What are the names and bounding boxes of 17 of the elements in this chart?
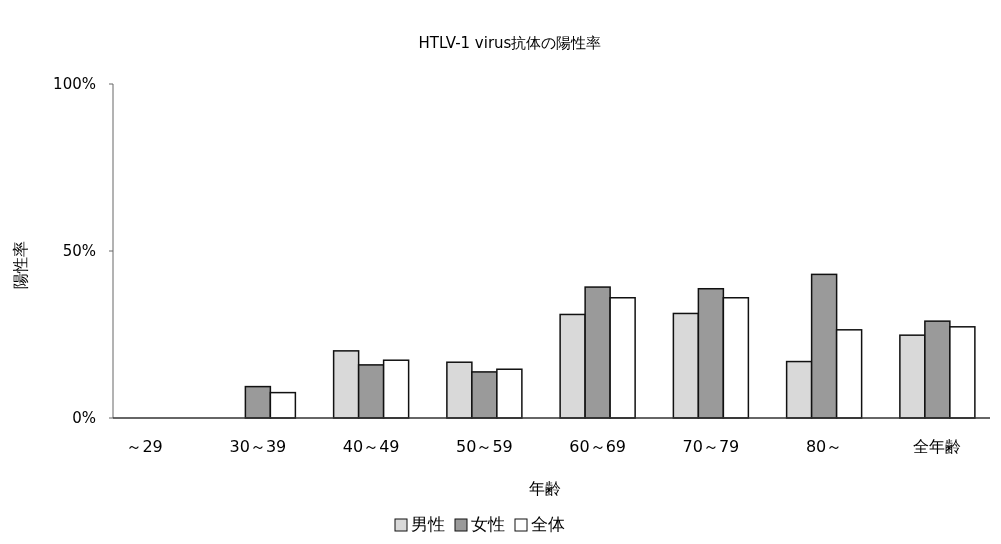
- x-axis-title: 年齢: [529, 479, 561, 498]
- x-tick-label: 30～39: [229, 437, 287, 456]
- x-tick-label: 50～59: [456, 437, 513, 456]
- x-tick-label: 70～79: [682, 437, 740, 456]
- y-tick-label: 100%: [53, 75, 96, 94]
- x-tick-label: 40～49: [342, 437, 400, 456]
- y-tick-label: 0%: [72, 409, 96, 428]
- y-tick-label: 50%: [62, 242, 96, 261]
- x-tick-label: 60～69: [569, 437, 626, 456]
- chart-title: HTLV-1 virus抗体の陽性率: [418, 34, 602, 52]
- legend-label: 男性: [411, 514, 445, 534]
- y-axis-title: 陽性率: [11, 241, 30, 289]
- x-tick-label: ～29: [126, 437, 163, 456]
- x-tick-label: 全年齢: [913, 437, 962, 456]
- legend-label: 女性: [471, 514, 505, 534]
- legend-label: 全体: [531, 514, 565, 534]
- x-tick-label: 80～: [805, 437, 843, 456]
